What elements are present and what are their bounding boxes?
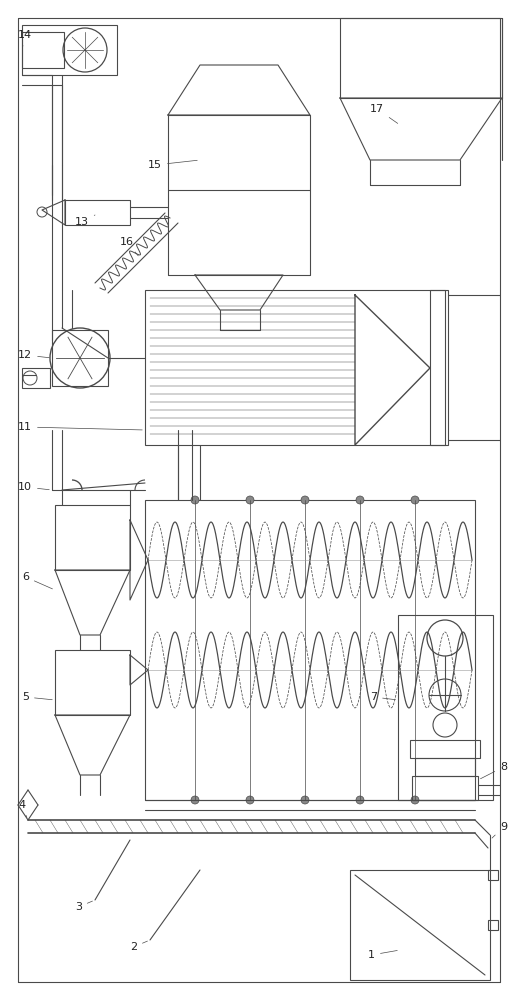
Circle shape	[246, 796, 254, 804]
Bar	[488, 920, 498, 930]
Text: 9: 9	[492, 822, 507, 838]
Circle shape	[246, 496, 254, 504]
Bar	[340, 18, 502, 98]
Bar	[488, 870, 498, 880]
Bar	[350, 870, 490, 980]
Bar	[65, 200, 130, 225]
Circle shape	[301, 796, 309, 804]
Text: 17: 17	[370, 104, 398, 123]
Circle shape	[191, 496, 199, 504]
Circle shape	[191, 796, 199, 804]
Bar	[145, 290, 445, 445]
Bar	[415, 758, 475, 776]
Text: 5: 5	[22, 692, 52, 702]
Circle shape	[411, 796, 419, 804]
Bar	[430, 290, 448, 445]
Text: 1: 1	[368, 950, 397, 960]
Bar	[398, 615, 493, 800]
Text: 6: 6	[22, 572, 52, 589]
Circle shape	[356, 496, 364, 504]
Bar	[55, 650, 130, 715]
Text: 7: 7	[370, 692, 395, 702]
Bar	[145, 500, 475, 800]
Text: 12: 12	[18, 350, 49, 360]
Circle shape	[301, 496, 309, 504]
Text: 16: 16	[120, 237, 138, 256]
Bar	[22, 368, 50, 388]
Text: 13: 13	[75, 215, 95, 227]
Text: 8: 8	[481, 762, 507, 779]
Text: 14: 14	[18, 30, 32, 47]
Bar	[22, 32, 64, 68]
Text: 15: 15	[148, 160, 197, 170]
Bar	[55, 505, 130, 570]
Text: 2: 2	[130, 941, 148, 952]
Text: 10: 10	[18, 482, 49, 492]
Bar	[52, 330, 108, 386]
Text: 3: 3	[75, 901, 92, 912]
Text: 11: 11	[18, 422, 142, 432]
Bar	[22, 25, 117, 75]
Circle shape	[356, 796, 364, 804]
Circle shape	[411, 496, 419, 504]
Bar	[410, 740, 480, 758]
Bar	[412, 776, 478, 800]
Text: 4: 4	[18, 800, 27, 817]
